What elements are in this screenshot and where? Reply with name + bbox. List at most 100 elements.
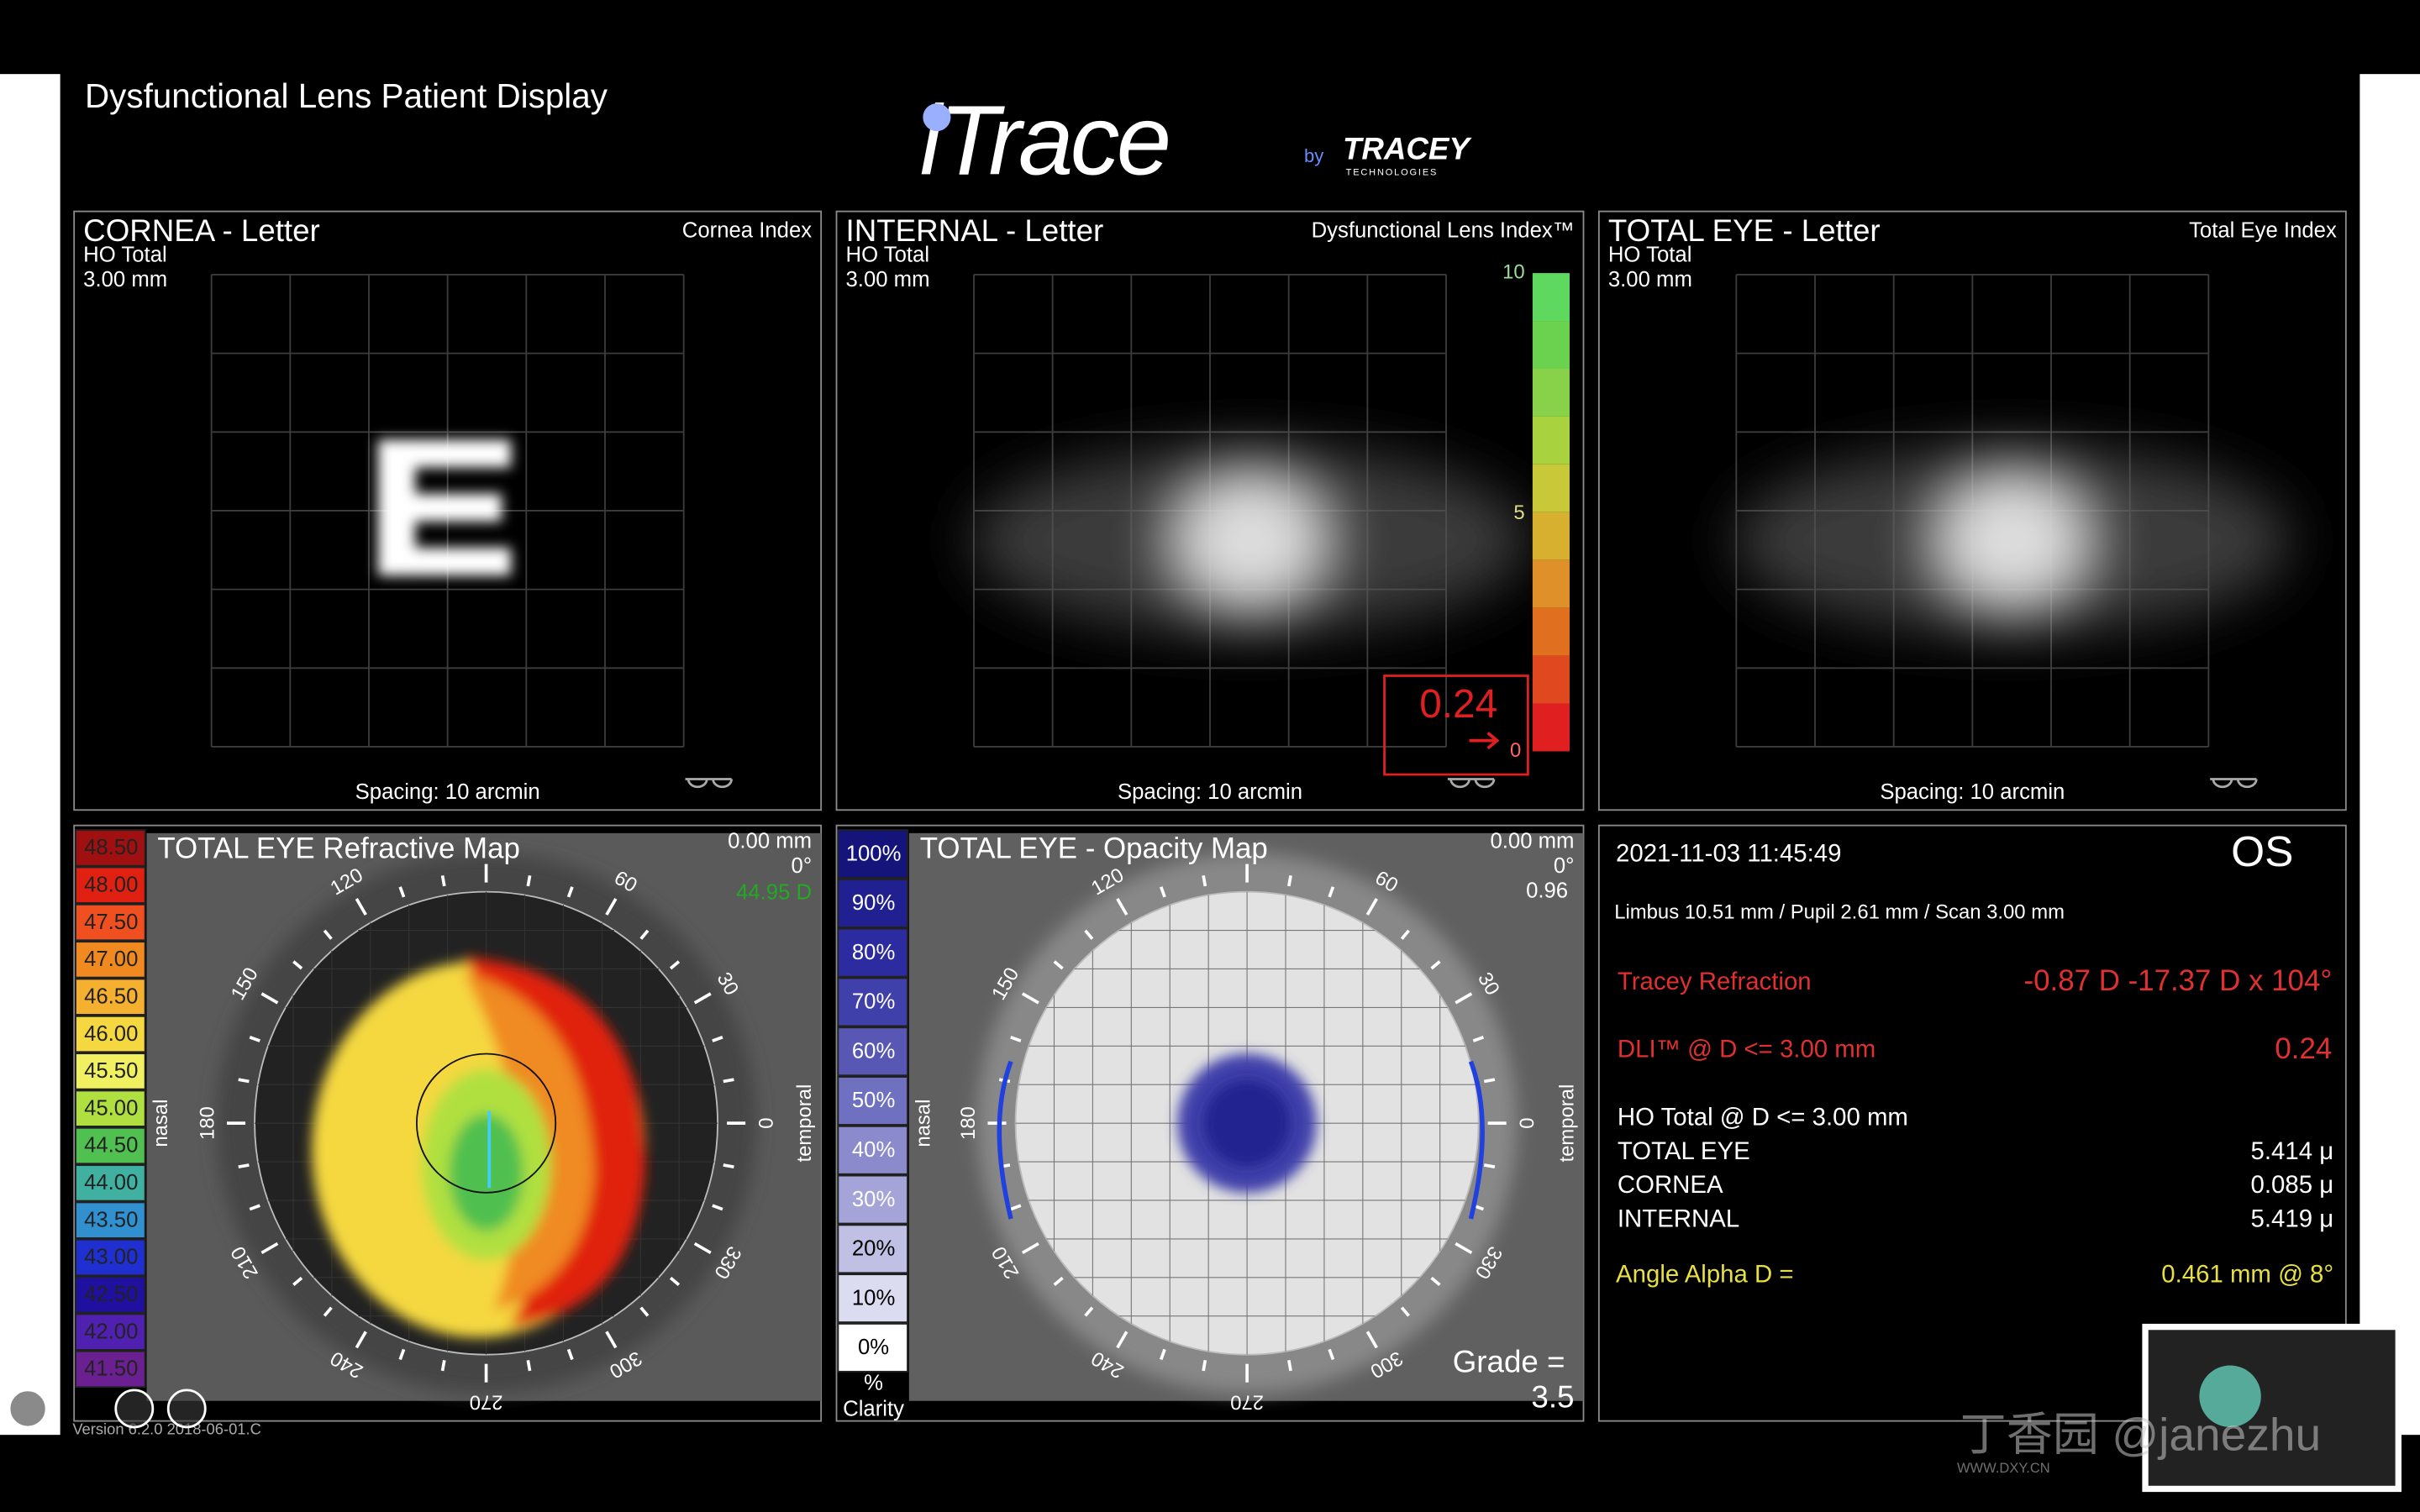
scale-cell xyxy=(837,1224,908,1274)
scale-label: 100% xyxy=(846,842,902,865)
angle-tick xyxy=(566,1348,574,1361)
dli-scale-segment xyxy=(1532,559,1570,608)
dli-tick-label: 5 xyxy=(1513,501,1524,524)
dli-scale-segment xyxy=(1532,607,1570,656)
angle-tick xyxy=(1430,1276,1441,1286)
angle-tick xyxy=(1365,897,1378,916)
angle-tick xyxy=(398,1348,406,1361)
scale-cell xyxy=(837,1273,908,1323)
map-angle: 0° xyxy=(1554,854,1575,878)
refr-zone xyxy=(449,1114,523,1231)
scale-label: 41.50 xyxy=(84,1357,138,1381)
panel-spacing: Spacing: 10 arcmin xyxy=(355,780,540,804)
panel-index: Total Eye Index xyxy=(2189,218,2337,242)
scale-cell xyxy=(75,978,146,1016)
nav-button[interactable] xyxy=(166,1389,207,1429)
angle-tick xyxy=(1287,874,1292,887)
opacity-arc xyxy=(997,1060,1013,1220)
angle-tick xyxy=(1472,1036,1485,1042)
angle-tick xyxy=(1365,1331,1378,1349)
nav-button[interactable] xyxy=(114,1389,155,1429)
scale-cell xyxy=(75,829,146,867)
blur-core xyxy=(1935,470,2090,610)
angle-tick xyxy=(238,1078,250,1084)
angle-tick xyxy=(693,992,712,1005)
temporal-label: temporal xyxy=(793,1084,816,1163)
scale-label: 46.00 xyxy=(84,1022,138,1046)
scale-label: 46.50 xyxy=(84,984,138,1008)
scale-unit-label: Clarity xyxy=(843,1398,904,1421)
scale-cell xyxy=(75,1164,146,1202)
grade-label: Grade = xyxy=(1453,1344,1565,1378)
angle-tick xyxy=(440,874,446,887)
ho-row-value: 5.414 μ xyxy=(2251,1137,2334,1165)
letter-stroke xyxy=(378,439,511,468)
dli-scale-segment xyxy=(1532,368,1570,417)
angle-tick xyxy=(1010,1036,1022,1042)
angle-tick xyxy=(323,1306,333,1317)
angle-tick xyxy=(260,992,279,1005)
scale-label: 48.50 xyxy=(84,836,138,859)
angle-tick xyxy=(1483,1078,1496,1084)
map-angle: 0° xyxy=(792,854,813,878)
dli-scale-segment xyxy=(1532,416,1570,465)
scale-label: 43.50 xyxy=(84,1208,138,1231)
angle-tick xyxy=(1159,886,1166,898)
angle-tick xyxy=(1084,929,1094,940)
dli-scale-segment xyxy=(1532,464,1570,512)
angle-tick xyxy=(605,897,618,916)
angle-tick xyxy=(1053,1276,1064,1286)
angle-tick xyxy=(249,1036,260,1042)
scale-cell xyxy=(837,927,908,978)
angle-label: 0 xyxy=(754,1118,776,1129)
scale-label: 60% xyxy=(852,1039,895,1063)
scale-unit: % xyxy=(864,1371,883,1394)
scale-cell xyxy=(75,1276,146,1314)
map-power: 44.95 D xyxy=(736,880,812,904)
dli-scale-segment xyxy=(1532,512,1570,560)
angle-tick xyxy=(526,874,532,887)
map-title: TOTAL EYE Refractive Map xyxy=(157,832,520,864)
scale-cell xyxy=(837,829,908,879)
ho-row-value: 0.085 μ xyxy=(2251,1171,2334,1199)
angle-tick xyxy=(1202,1360,1207,1372)
angle-tick xyxy=(1287,1360,1292,1372)
angle-tick xyxy=(712,1036,723,1042)
nasal-label: nasal xyxy=(913,1100,935,1147)
letter-e xyxy=(378,439,511,576)
refraction-label: Tracey Refraction xyxy=(1618,968,1812,995)
angle-tick xyxy=(292,1276,303,1286)
thumbnail-eye xyxy=(2199,1365,2261,1427)
angle-tick xyxy=(639,929,650,940)
angle-tick xyxy=(1328,886,1335,898)
scale-label: 90% xyxy=(852,891,895,915)
scale-label: 42.50 xyxy=(84,1283,138,1306)
scale-cell xyxy=(75,1350,146,1389)
scale-cell xyxy=(837,1026,908,1077)
panel-index: Cornea Index xyxy=(682,218,812,242)
angle-tick xyxy=(355,1331,367,1349)
angle-tick xyxy=(669,1276,681,1286)
dli-scale-segment xyxy=(1532,273,1570,322)
scale-cell xyxy=(75,1201,146,1239)
watermark: 丁香园 @janezhu xyxy=(1960,1408,2322,1460)
angle-label: 180 xyxy=(196,1106,218,1140)
scale-label: 44.00 xyxy=(84,1171,138,1194)
scale-cell xyxy=(75,903,146,942)
page-title: Dysfunctional Lens Patient Display xyxy=(85,76,608,115)
blurred-letter xyxy=(1734,447,2291,633)
map-offset: 0.00 mm xyxy=(728,830,812,853)
scale-cell xyxy=(75,866,146,904)
nav-button[interactable] xyxy=(8,1389,48,1429)
panel-spacing: Spacing: 10 arcmin xyxy=(1118,780,1302,804)
pupil-ring xyxy=(416,1053,557,1194)
angle-label: 270 xyxy=(470,1390,503,1413)
scale-label: 43.00 xyxy=(84,1246,138,1269)
logo-by: by xyxy=(1304,145,1323,166)
opacity-arc xyxy=(1468,1060,1485,1220)
scale-label: 70% xyxy=(852,990,895,1014)
angle-tick xyxy=(1116,1331,1128,1349)
scale-cell xyxy=(837,1323,908,1373)
angle-tick xyxy=(639,1306,650,1317)
